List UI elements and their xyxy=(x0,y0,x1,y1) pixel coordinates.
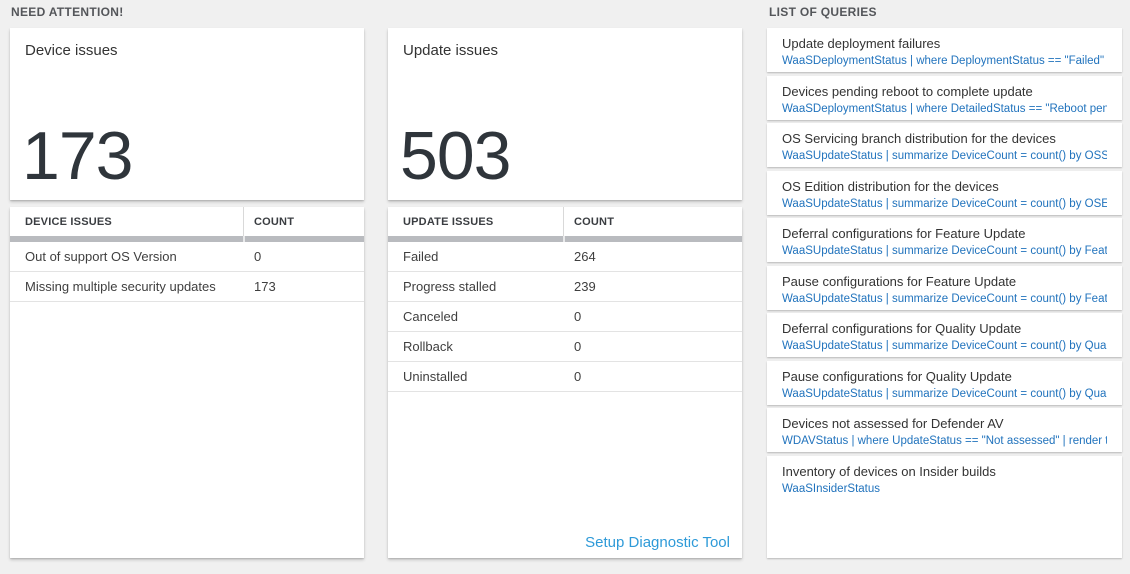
update-issues-count: 503 xyxy=(400,118,511,194)
update-table-header-name: UPDATE ISSUES xyxy=(388,207,564,236)
query-title: Devices not assessed for Defender AV xyxy=(782,416,1004,431)
table-row[interactable]: Rollback 0 xyxy=(388,332,742,362)
update-issues-column: Update issues 503 UPDATE ISSUES COUNT Fa… xyxy=(388,28,742,558)
query-text-link[interactable]: WaaSUpdateStatus | summarize DeviceCount… xyxy=(782,150,1107,162)
query-item[interactable]: Devices not assessed for Defender AV WDA… xyxy=(767,408,1122,452)
query-text-link[interactable]: WaaSUpdateStatus | summarize DeviceCount… xyxy=(782,340,1107,352)
table-row[interactable]: Missing multiple security updates 173 xyxy=(10,272,364,302)
row-label: Rollback xyxy=(403,339,453,354)
query-text-link[interactable]: WaaSDeploymentStatus | where DetailedSta… xyxy=(782,102,1107,115)
query-title: Pause configurations for Feature Update xyxy=(782,273,1017,289)
query-item[interactable]: Devices pending reboot to complete updat… xyxy=(767,75,1122,120)
query-text-link[interactable]: WaaSUpdateStatus | summarize DeviceCount… xyxy=(782,292,1107,305)
update-issues-table: UPDATE ISSUES COUNT Failed 264 Progress … xyxy=(388,207,742,558)
query-title: Update deployment failures xyxy=(782,36,941,51)
query-title: Pause configurations for Quality Update xyxy=(782,368,1012,384)
table-row[interactable]: Progress stalled 239 xyxy=(388,272,742,302)
query-text-link[interactable]: WaaSInsiderStatus xyxy=(782,482,881,495)
query-title: Deferral configurations for Feature Upda… xyxy=(782,226,1026,241)
device-table-rows: Out of support OS Version 0 Missing mult… xyxy=(10,242,364,302)
device-issues-column: Device issues 173 DEVICE ISSUES COUNT Ou… xyxy=(10,28,364,558)
query-item[interactable]: OS Edition distribution for the devices … xyxy=(767,170,1122,215)
table-separator-bar xyxy=(10,236,364,242)
table-row[interactable]: Out of support OS Version 0 xyxy=(10,242,364,272)
device-table-header-count: COUNT xyxy=(254,215,295,228)
update-issues-title: Update issues xyxy=(403,42,499,59)
table-row[interactable]: Canceled 0 xyxy=(388,302,742,332)
row-count: 239 xyxy=(574,279,596,294)
device-issues-title: Device issues xyxy=(25,42,118,59)
query-title: Deferral configurations for Quality Upda… xyxy=(782,321,1022,336)
query-text-link[interactable]: WaaSUpdateStatus | summarize DeviceCount… xyxy=(782,387,1107,400)
table-row[interactable]: Uninstalled 0 xyxy=(388,362,742,392)
query-title: Devices pending reboot to complete updat… xyxy=(782,83,1033,99)
row-count: 0 xyxy=(574,369,582,384)
device-table-header-name: DEVICE ISSUES xyxy=(10,207,244,236)
query-text-link[interactable]: WaaSDeploymentStatus | where DeploymentS… xyxy=(782,55,1107,67)
row-label: Uninstalled xyxy=(403,369,468,384)
query-text-link[interactable]: WaaSUpdateStatus | summarize DeviceCount… xyxy=(782,245,1107,257)
update-table-header-count: COUNT xyxy=(574,215,615,228)
query-title: OS Edition distribution for the devices xyxy=(782,178,999,194)
row-count: 0 xyxy=(254,249,262,264)
query-list: Update deployment failures WaaSDeploymen… xyxy=(767,28,1122,558)
row-label: Out of support OS Version xyxy=(25,249,177,264)
list-of-queries-header: LIST OF QUERIES xyxy=(769,5,877,19)
row-count: 173 xyxy=(254,279,276,294)
query-item[interactable]: Pause configurations for Quality Update … xyxy=(767,360,1122,405)
query-item[interactable]: Inventory of devices on Insider builds W… xyxy=(767,455,1122,558)
query-title: OS Servicing branch distribution for the… xyxy=(782,131,1056,146)
row-label: Failed xyxy=(403,249,439,264)
row-count: 0 xyxy=(574,339,582,354)
query-text-link[interactable]: WaaSUpdateStatus | summarize DeviceCount… xyxy=(782,197,1107,210)
query-title: Inventory of devices on Insider builds xyxy=(782,463,996,479)
query-item[interactable]: OS Servicing branch distribution for the… xyxy=(767,123,1122,167)
row-label: Missing multiple security updates xyxy=(25,279,216,294)
update-table-rows: Failed 264 Progress stalled 239 Canceled… xyxy=(388,242,742,392)
row-count: 264 xyxy=(574,249,596,264)
setup-diagnostic-tool-link[interactable]: Setup Diagnostic Tool xyxy=(585,534,730,551)
need-attention-header: NEED ATTENTION! xyxy=(11,5,124,19)
query-item[interactable]: Update deployment failures WaaSDeploymen… xyxy=(767,28,1122,72)
device-issues-table: DEVICE ISSUES COUNT Out of support OS Ve… xyxy=(10,207,364,558)
table-row[interactable]: Failed 264 xyxy=(388,242,742,272)
device-issues-tile[interactable]: Device issues 173 xyxy=(10,28,364,200)
query-item[interactable]: Deferral configurations for Quality Upda… xyxy=(767,313,1122,357)
query-text-link[interactable]: WDAVStatus | where UpdateStatus == "Not … xyxy=(782,435,1107,447)
query-item[interactable]: Deferral configurations for Feature Upda… xyxy=(767,218,1122,262)
device-table-header: DEVICE ISSUES COUNT xyxy=(10,207,364,236)
update-issues-tile[interactable]: Update issues 503 xyxy=(388,28,742,200)
row-label: Progress stalled xyxy=(403,279,497,294)
update-table-header: UPDATE ISSUES COUNT xyxy=(388,207,742,236)
device-issues-count: 173 xyxy=(22,118,133,194)
row-count: 0 xyxy=(574,309,582,324)
table-separator-bar xyxy=(388,236,742,242)
row-label: Canceled xyxy=(403,309,458,324)
query-item[interactable]: Pause configurations for Feature Update … xyxy=(767,265,1122,310)
